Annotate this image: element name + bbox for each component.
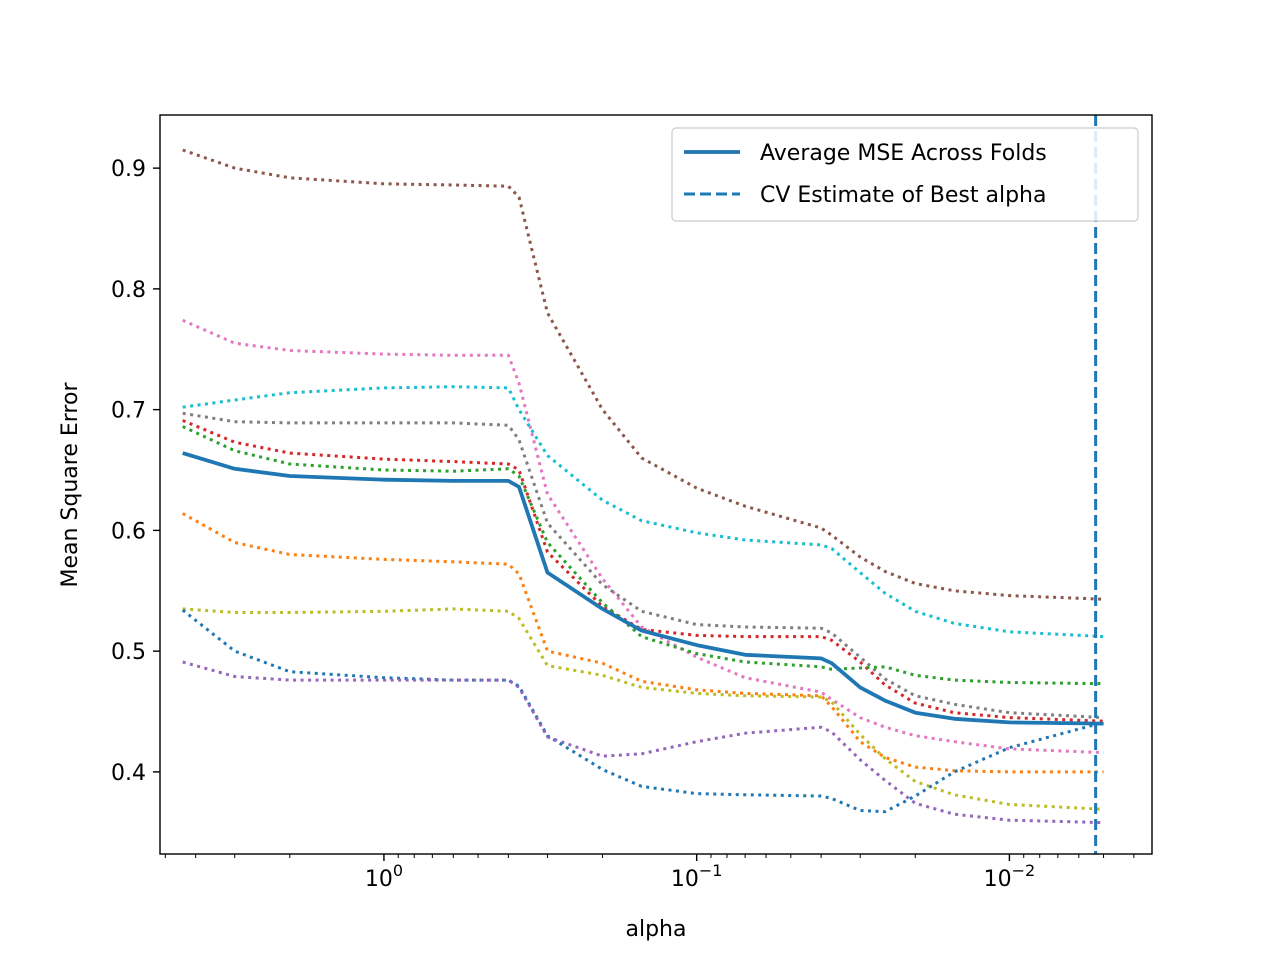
x-tick-label: 100 [365, 861, 403, 892]
fold-series-line-3 [182, 385, 1104, 639]
x-tick-label: 10−2 [984, 861, 1036, 892]
legend-label-average-mse: Average MSE Across Folds [760, 141, 1047, 166]
y-tick-label: 0.6 [111, 519, 146, 544]
fold-series-line-1 [182, 148, 1104, 601]
plot-frame [159, 114, 1153, 855]
legend-box [671, 127, 1139, 222]
y-axis-label: Mean Square Error [58, 382, 83, 588]
y-tick-label: 0.9 [111, 157, 146, 182]
x-axis-label: alpha [626, 917, 687, 942]
series-line-average-mse-across-folds [182, 451, 1104, 726]
fold-series-line-2 [182, 318, 1104, 755]
y-tick-label: 0.8 [111, 278, 146, 303]
legend-label-best-alpha: CV Estimate of Best alpha [760, 183, 1046, 208]
fold-series-line-6 [182, 425, 1104, 686]
legend: Average MSE Across Folds CV Estimate of … [671, 127, 1139, 222]
fold-series-line-7 [181, 512, 1104, 774]
fold-series-line-9 [181, 608, 1104, 814]
fold-series-line-5 [182, 419, 1104, 723]
x-tick-label: 10−1 [671, 861, 723, 892]
y-axis-ticks: 0.4 0.5 0.6 0.7 0.8 0.9 [111, 157, 160, 786]
x-axis-ticks: 100 10−1 10−2 [164, 854, 1135, 892]
y-tick-label: 0.7 [111, 399, 146, 424]
y-tick-label: 0.4 [111, 761, 146, 786]
fold-series-line-8 [182, 607, 1104, 811]
y-tick-label: 0.5 [111, 640, 146, 665]
plot-lines [181, 115, 1104, 854]
